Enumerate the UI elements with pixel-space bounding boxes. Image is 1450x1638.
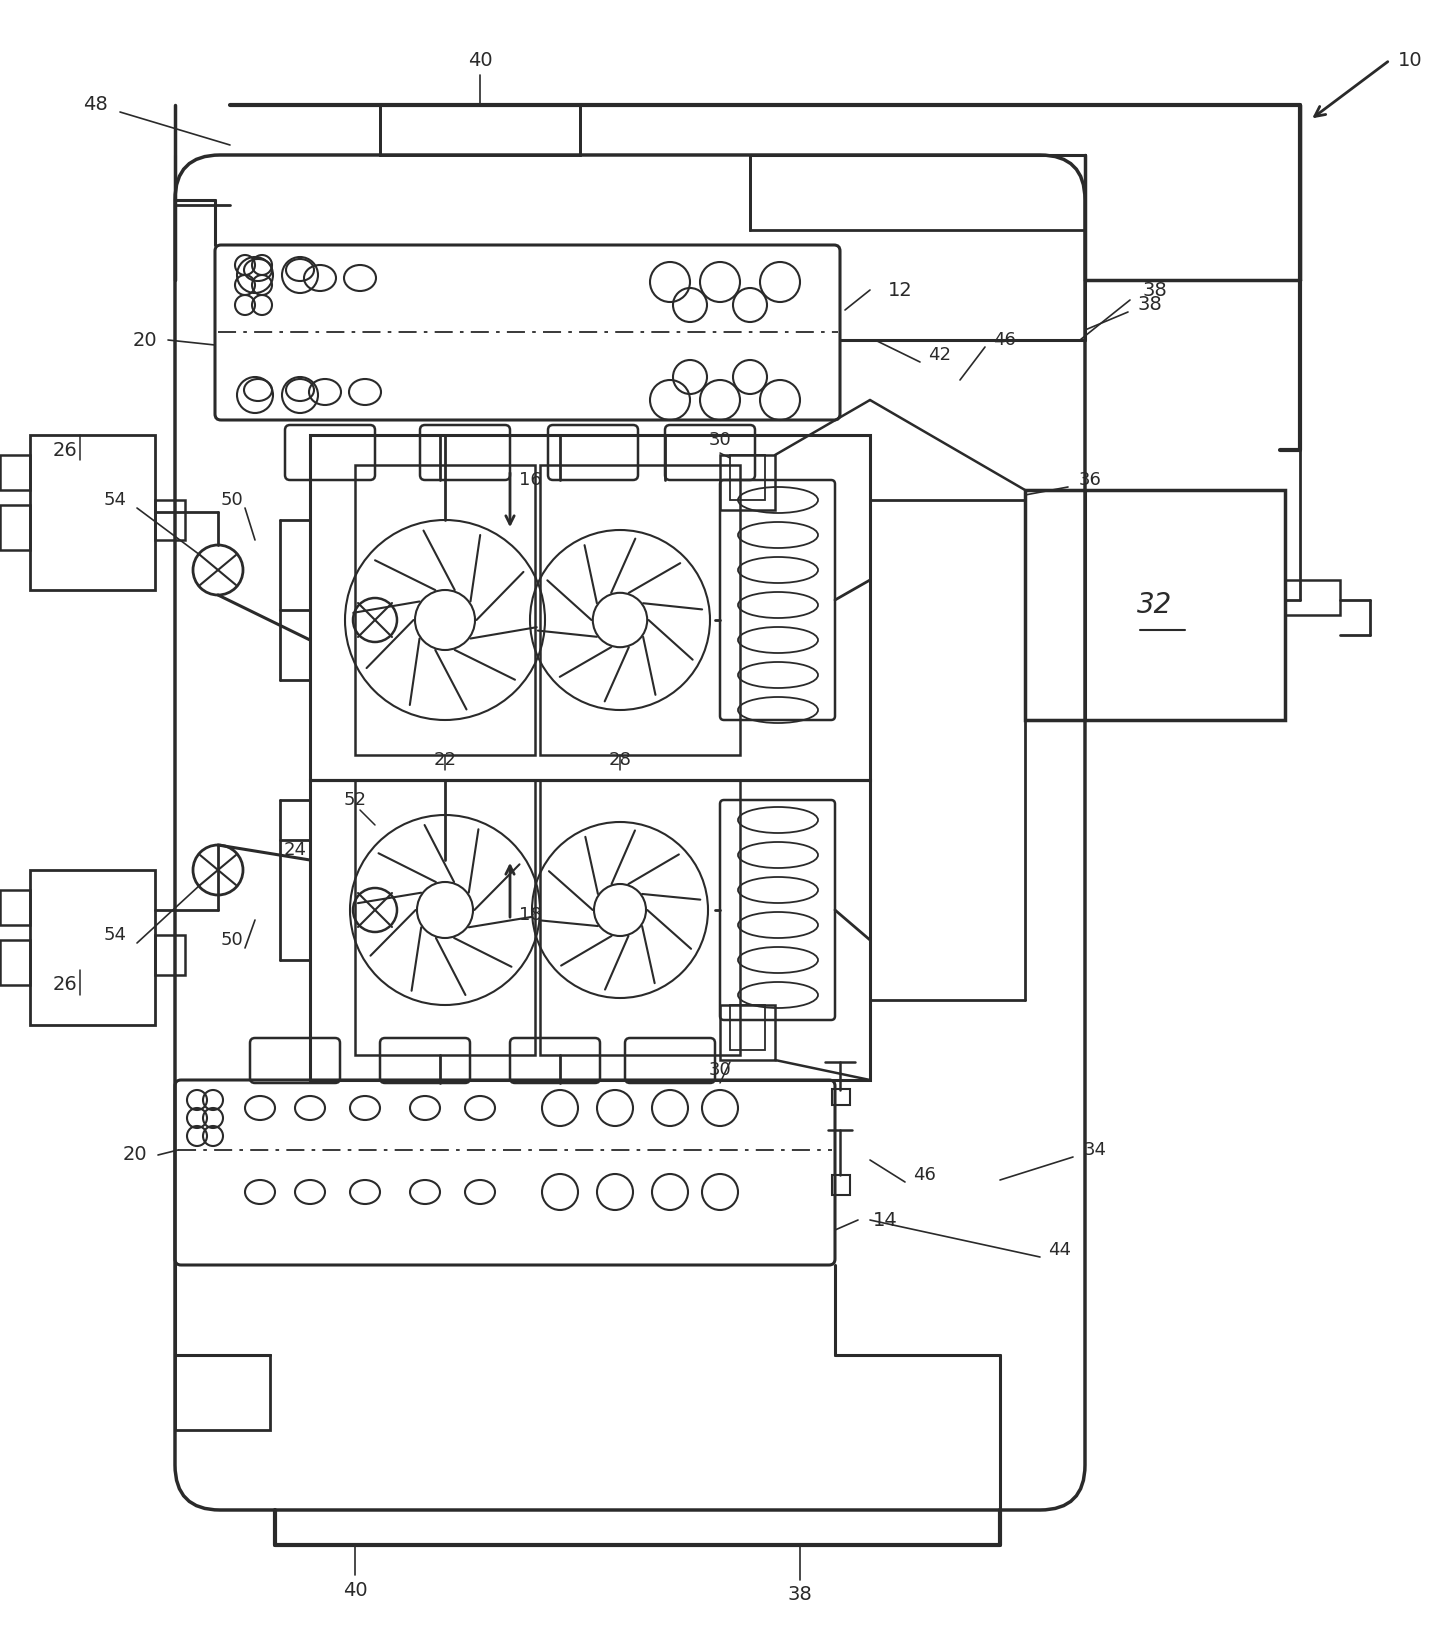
Text: 26: 26 [52, 441, 77, 460]
Text: 36: 36 [1079, 472, 1102, 490]
Bar [0, 505, 30, 550]
Text: 38: 38 [1143, 280, 1167, 300]
Text: 28: 28 [609, 750, 631, 768]
Text: 22: 22 [434, 750, 457, 768]
Text: 14: 14 [873, 1210, 898, 1230]
Bar [1285, 580, 1340, 614]
Text: 44: 44 [1048, 1242, 1072, 1260]
Text: 20: 20 [133, 331, 157, 349]
Text: 52: 52 [344, 791, 367, 809]
Text: 46: 46 [914, 1166, 937, 1184]
Bar [721, 1006, 774, 1060]
Bar [0, 940, 30, 984]
Text: 26: 26 [52, 976, 77, 994]
Text: 30: 30 [709, 431, 731, 449]
Text: 40: 40 [468, 51, 493, 69]
Text: 30: 30 [709, 1061, 731, 1079]
Text: 24: 24 [284, 840, 306, 858]
Text: 50: 50 [220, 930, 244, 948]
Text: 12: 12 [887, 280, 912, 300]
Bar [155, 500, 186, 541]
Bar [355, 465, 535, 755]
Text: 38: 38 [1138, 295, 1163, 314]
Text: 20: 20 [123, 1145, 148, 1165]
Bar [30, 436, 155, 590]
Text: 34: 34 [1083, 1142, 1106, 1160]
Text: 18: 18 [519, 906, 541, 924]
Bar [0, 889, 30, 925]
Text: 42: 42 [928, 346, 951, 364]
Bar [310, 436, 870, 780]
Bar [832, 1174, 850, 1196]
Text: 38: 38 [787, 1586, 812, 1605]
Bar [729, 1006, 766, 1050]
Bar [175, 1355, 270, 1430]
Text: 10: 10 [1398, 51, 1422, 69]
Text: 16: 16 [519, 472, 541, 490]
Bar [729, 455, 766, 500]
Bar [750, 156, 1085, 229]
Bar [0, 455, 30, 490]
Bar [1025, 490, 1285, 721]
Text: 54: 54 [103, 491, 126, 509]
Bar [355, 780, 535, 1055]
Text: 54: 54 [103, 925, 126, 943]
Text: 46: 46 [993, 331, 1016, 349]
Text: 32: 32 [1137, 591, 1173, 619]
Bar [539, 780, 740, 1055]
Bar [155, 935, 186, 975]
Text: 48: 48 [83, 95, 107, 115]
Bar [30, 870, 155, 1025]
Text: 40: 40 [342, 1581, 367, 1599]
Bar [721, 455, 774, 509]
Bar [539, 465, 740, 755]
Bar [380, 105, 580, 156]
Bar [832, 1089, 850, 1106]
Text: 50: 50 [220, 491, 244, 509]
Bar [310, 780, 870, 1079]
